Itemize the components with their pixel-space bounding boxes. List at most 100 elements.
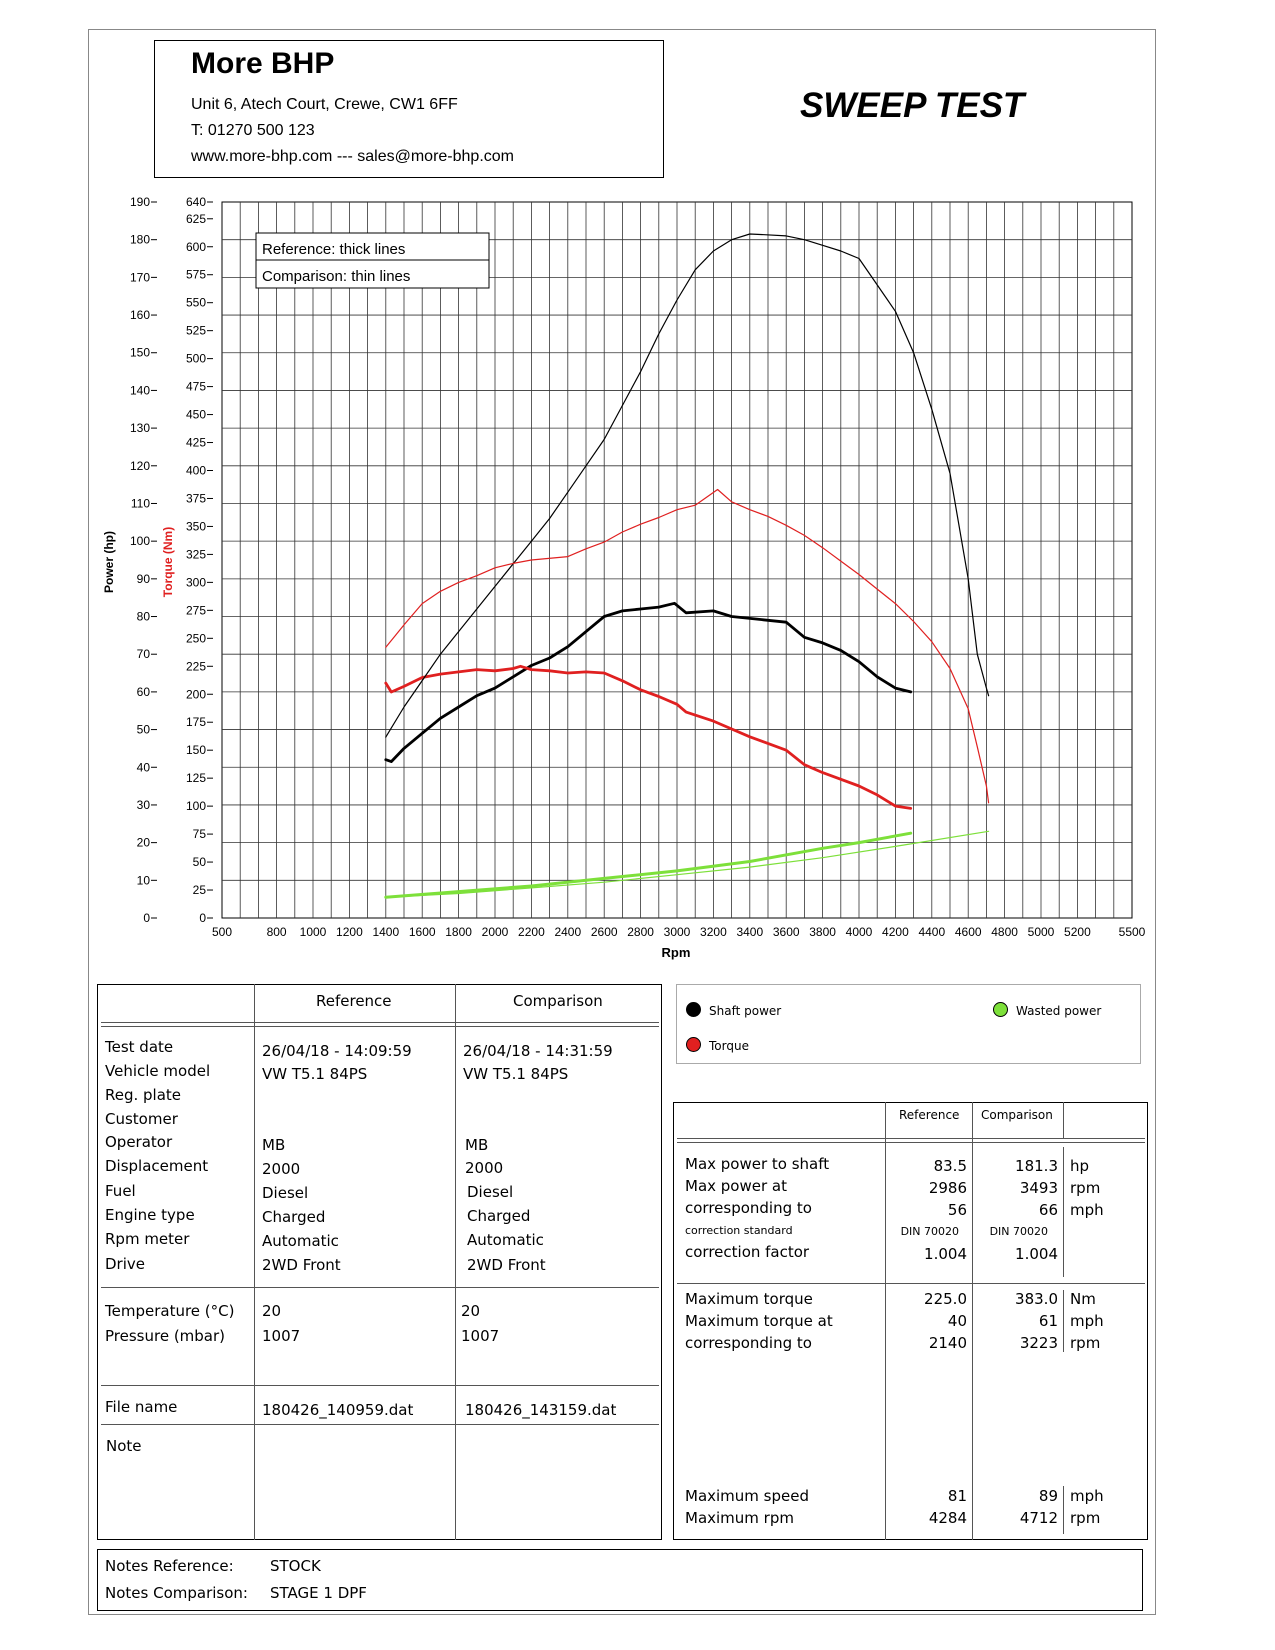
ref-pressure: 1007	[262, 1327, 301, 1345]
unit-max-torque-at: mph	[1070, 1312, 1104, 1330]
rpm-tick-label: 800	[267, 925, 287, 939]
power-tick-label: 110	[131, 496, 150, 510]
rpm-axis-ticks: 500 800 1000 1200 1400 1600 1800 2000 2200 2400 26…	[212, 925, 1146, 939]
chart-series	[384, 233, 990, 899]
label-correction-factor: correction factor	[685, 1243, 810, 1261]
rpm-tick-label: 5200	[1064, 925, 1091, 939]
torque-tick-label: 275	[186, 603, 206, 617]
power-tick-label: 70	[137, 647, 151, 661]
label-power-corresponding: corresponding to	[685, 1199, 812, 1217]
power-tick-label: 60	[137, 685, 151, 699]
torque-tick-label: 75	[193, 827, 207, 841]
ref-temperature: 20	[262, 1302, 282, 1320]
torque-tick-label: 300	[186, 575, 206, 589]
torque-tick-label: 0	[199, 911, 206, 925]
label-fuel: Fuel	[105, 1182, 136, 1200]
notes-reference-label: Notes Reference:	[105, 1557, 234, 1575]
label-operator: Operator	[105, 1133, 173, 1151]
ref-correction-factor: 1.004	[924, 1245, 967, 1263]
torque-tick-label: 525	[186, 324, 206, 338]
ref-vehicle-model: VW T5.1 84PS	[262, 1065, 368, 1083]
power-tick-label: 90	[137, 572, 151, 586]
label-torque-corresponding: corresponding to	[685, 1334, 812, 1352]
torque-tick-label: 375	[186, 491, 206, 505]
power-tick-label: 30	[137, 798, 151, 812]
test-title: SWEEP TEST	[800, 86, 1025, 125]
torque-tick-label: 625	[186, 212, 206, 226]
label-max-rpm: Maximum rpm	[685, 1509, 794, 1527]
right-axis-label: Torque (Nm)	[161, 527, 175, 597]
ref-displacement: 2000	[262, 1160, 301, 1178]
ref-file-name: 180426_140959.dat	[262, 1401, 414, 1419]
vehicle-table	[97, 984, 662, 1540]
ref-power-corresponding: 56	[947, 1201, 967, 1219]
torque-tick-label: 450	[186, 408, 206, 422]
cmp-temperature: 20	[461, 1302, 481, 1320]
rpm-tick-label: 4600	[955, 925, 982, 939]
power-tick-label: 10	[137, 873, 151, 887]
label-temperature: Temperature (°C)	[105, 1302, 235, 1320]
label-file-name: File name	[105, 1398, 178, 1416]
cmp-operator: MB	[465, 1136, 489, 1154]
label-reg-plate: Reg. plate	[105, 1086, 182, 1104]
torque-tick-label: 100	[186, 799, 206, 813]
label-displacement: Displacement	[105, 1157, 209, 1175]
thin-wasted-power-line	[385, 830, 990, 898]
power-tick-label: 150	[130, 346, 150, 360]
torque-tick-label: 550	[186, 296, 206, 310]
legend-reference-text: Reference: thick lines	[262, 241, 405, 258]
cmp-drive: 2WD Front	[467, 1256, 546, 1274]
label-note: Note	[106, 1437, 142, 1455]
notes-comparison-label: Notes Comparison:	[105, 1584, 248, 1602]
ref-engine-type: Charged	[262, 1208, 326, 1226]
torque-tick-label: 475	[186, 380, 206, 394]
company-address: Unit 6, Atech Court, Crewe, CW1 6FF	[191, 96, 458, 113]
legend-comparison-text: Comparison: thin lines	[262, 268, 410, 285]
ref-max-torque: 225.0	[924, 1290, 967, 1308]
torque-tick-label: 25	[193, 883, 207, 897]
cmp-max-torque: 383.0	[1015, 1290, 1058, 1308]
cmp-max-power-at: 3493	[1019, 1179, 1058, 1197]
dyno-chart: 0 10 20 30 40 50 60 70 80 90 100 110 120 130 140 150 160…	[102, 195, 1146, 960]
cmp-torque-corresponding: 3223	[1019, 1334, 1058, 1352]
rpm-tick-label: 1800	[445, 925, 472, 939]
rpm-tick-label: 1000	[300, 925, 327, 939]
power-tick-label: 180	[130, 233, 150, 247]
label-max-torque-at: Maximum torque at	[685, 1312, 833, 1330]
power-tick-label: 0	[143, 911, 150, 925]
ref-torque-corresponding: 2140	[928, 1334, 967, 1352]
rpm-tick-label: 1200	[336, 925, 363, 939]
rpm-tick-label: 2800	[627, 925, 654, 939]
vehicle-head-comparison: Comparison	[513, 992, 603, 1010]
torque-tick-label: 575	[186, 268, 206, 282]
unit-max-torque: Nm	[1070, 1290, 1096, 1308]
rpm-tick-label: 4800	[991, 925, 1018, 939]
torque-tick-label: 350	[186, 519, 206, 533]
cmp-displacement: 2000	[465, 1159, 504, 1177]
rpm-tick-label: 3200	[700, 925, 727, 939]
torque-dot	[686, 1037, 701, 1052]
page-frame	[88, 29, 1156, 1615]
power-tick-label: 20	[137, 836, 151, 850]
ref-max-power-at: 2986	[928, 1179, 967, 1197]
power-tick-label: 140	[130, 383, 150, 397]
thick-torque-line	[384, 664, 913, 810]
rpm-tick-label: 1600	[409, 925, 436, 939]
torque-tick-label: 125	[186, 771, 206, 785]
power-tick-label: 170	[130, 270, 150, 284]
torque-tick-label: 325	[186, 547, 206, 561]
ref-correction-standard: DIN 70020	[900, 1225, 959, 1238]
label-customer: Customer	[105, 1110, 178, 1128]
power-tick-label: 130	[130, 421, 150, 435]
label-correction-standard: correction standard	[685, 1224, 793, 1237]
cmp-rpm-meter: Automatic	[467, 1231, 544, 1249]
left-axis-label: Power (hp)	[102, 531, 116, 593]
cmp-fuel: Diesel	[467, 1183, 514, 1201]
cmp-max-speed: 89	[1038, 1487, 1058, 1505]
power-tick-label: 120	[130, 459, 150, 473]
rpm-tick-label: 2400	[554, 925, 581, 939]
ref-max-power: 83.5	[933, 1157, 967, 1175]
rpm-tick-label: 4200	[882, 925, 909, 939]
results-head-comparison: Comparison	[981, 1108, 1053, 1122]
torque-tick-label: 175	[186, 715, 206, 729]
